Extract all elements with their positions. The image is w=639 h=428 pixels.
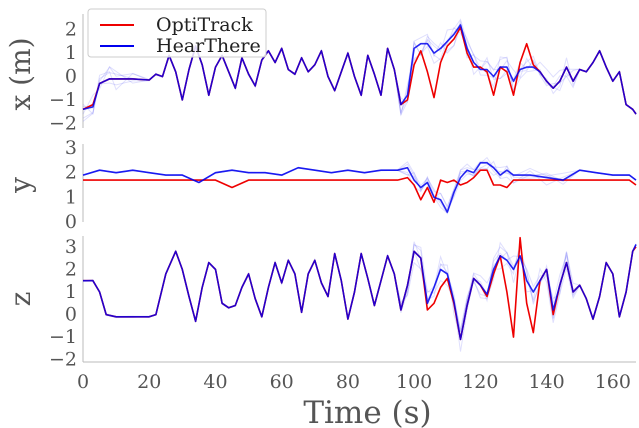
y-tick-label-0-0: −2 — [49, 112, 77, 134]
y-tick-label-1-1: 1 — [65, 186, 77, 208]
legend-label-hearthere: HearThere — [156, 35, 261, 57]
x-tick-label-3: 60 — [270, 371, 294, 393]
y-tick-label-2-1: −1 — [49, 326, 77, 348]
y-tick-label-2-4: 2 — [65, 258, 77, 280]
x-tick-label-6: 120 — [462, 371, 498, 393]
y-tick-label-0-2: 0 — [65, 66, 77, 88]
trial-trace-1-2 — [82, 160, 637, 211]
legend-label-optitrack: OptiTrack — [156, 14, 253, 36]
series-line-optitrack-2 — [83, 236, 637, 341]
y-axis-label-2: z — [4, 292, 37, 307]
x-tick-label-1: 20 — [137, 371, 161, 393]
trial-trace-1-4 — [82, 163, 637, 209]
y-axis-label-1: y — [4, 177, 37, 194]
series-line-hearthere-1 — [82, 162, 637, 213]
y-tick-label-1-0: 0 — [65, 211, 77, 233]
y-tick-label-0-4: 2 — [65, 19, 77, 41]
series-line-hearthere-2 — [83, 244, 637, 341]
y-tick-label-2-3: 1 — [65, 281, 77, 303]
series-line-optitrack-1 — [83, 169, 637, 204]
y-tick-label-2-0: −2 — [49, 349, 77, 371]
y-tick-label-0-1: −1 — [49, 89, 77, 111]
x-tick-label-0: 0 — [77, 371, 89, 393]
y-tick-label-1-2: 2 — [65, 162, 77, 184]
y-tick-label-2-2: 0 — [65, 304, 77, 326]
y-tick-label-1-3: 3 — [65, 137, 77, 159]
x-axis-label: Time (s) — [303, 395, 431, 428]
y-tick-label-0-3: 1 — [65, 42, 77, 64]
x-tick-label-7: 140 — [528, 371, 564, 393]
x-tick-label-2: 40 — [203, 371, 227, 393]
trial-trace-1-0 — [82, 160, 637, 215]
trial-trace-2-4 — [82, 243, 637, 339]
y-axis-label-0: x (m) — [4, 37, 37, 110]
x-tick-label-4: 80 — [336, 371, 360, 393]
y-tick-label-2-5: 3 — [65, 236, 77, 258]
x-tick-label-8: 160 — [595, 371, 631, 393]
x-tick-label-5: 100 — [396, 371, 432, 393]
